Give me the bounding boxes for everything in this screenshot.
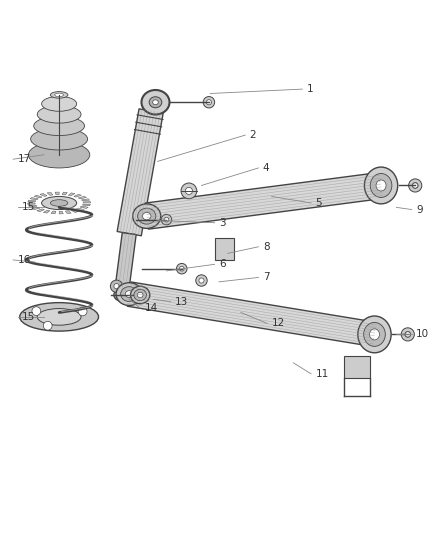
Circle shape: [412, 182, 418, 189]
Text: 7: 7: [263, 272, 269, 282]
Text: 1: 1: [307, 84, 313, 94]
Polygon shape: [65, 211, 71, 214]
Polygon shape: [51, 211, 56, 214]
Polygon shape: [32, 207, 40, 209]
Polygon shape: [59, 211, 63, 214]
Circle shape: [181, 183, 197, 199]
Text: 6: 6: [219, 260, 226, 269]
Text: 15: 15: [22, 312, 35, 322]
Circle shape: [401, 328, 414, 341]
Ellipse shape: [142, 213, 151, 220]
Circle shape: [413, 183, 418, 188]
Polygon shape: [40, 193, 47, 196]
Polygon shape: [28, 203, 35, 205]
Ellipse shape: [370, 174, 392, 197]
Ellipse shape: [125, 290, 133, 297]
Polygon shape: [30, 198, 38, 200]
Polygon shape: [28, 200, 36, 202]
Ellipse shape: [55, 93, 64, 96]
Polygon shape: [28, 205, 37, 207]
Polygon shape: [43, 210, 50, 213]
Polygon shape: [82, 204, 90, 206]
Circle shape: [206, 100, 212, 105]
Ellipse shape: [28, 142, 90, 168]
Text: 14: 14: [145, 303, 158, 313]
Text: 16: 16: [18, 255, 31, 265]
Text: 12: 12: [272, 318, 285, 328]
Ellipse shape: [50, 200, 68, 206]
Text: 13: 13: [175, 296, 188, 306]
Ellipse shape: [137, 292, 143, 297]
Ellipse shape: [37, 106, 81, 123]
Circle shape: [405, 332, 410, 337]
Circle shape: [110, 280, 123, 292]
Ellipse shape: [149, 96, 162, 108]
Ellipse shape: [364, 167, 398, 204]
Ellipse shape: [116, 282, 142, 305]
Circle shape: [32, 306, 41, 316]
Ellipse shape: [370, 329, 379, 340]
Circle shape: [203, 96, 215, 108]
Circle shape: [180, 266, 184, 271]
Circle shape: [199, 278, 204, 283]
Text: 3: 3: [219, 217, 226, 228]
Circle shape: [164, 217, 169, 222]
Circle shape: [405, 332, 411, 337]
Circle shape: [196, 275, 207, 286]
Ellipse shape: [133, 204, 161, 229]
Text: 10: 10: [416, 329, 429, 340]
Circle shape: [185, 188, 192, 195]
Polygon shape: [127, 282, 377, 346]
Ellipse shape: [37, 309, 81, 325]
Polygon shape: [215, 238, 234, 260]
Polygon shape: [117, 109, 163, 236]
Text: 11: 11: [315, 369, 328, 379]
Polygon shape: [115, 233, 136, 292]
Polygon shape: [37, 209, 45, 212]
Ellipse shape: [134, 289, 146, 301]
Circle shape: [78, 307, 87, 316]
Ellipse shape: [34, 116, 85, 135]
Ellipse shape: [114, 289, 130, 301]
Polygon shape: [71, 209, 78, 213]
Circle shape: [409, 179, 422, 192]
FancyBboxPatch shape: [344, 356, 370, 378]
Polygon shape: [62, 192, 67, 195]
Ellipse shape: [131, 286, 150, 304]
Ellipse shape: [50, 92, 68, 98]
Ellipse shape: [20, 303, 99, 331]
Text: 17: 17: [18, 154, 31, 164]
Circle shape: [161, 214, 172, 225]
Text: 8: 8: [263, 242, 269, 252]
Circle shape: [177, 263, 187, 274]
Text: 4: 4: [263, 163, 269, 173]
Polygon shape: [34, 195, 42, 198]
Ellipse shape: [141, 90, 170, 115]
Ellipse shape: [358, 316, 391, 353]
Polygon shape: [68, 193, 75, 196]
Polygon shape: [47, 192, 53, 195]
Ellipse shape: [42, 197, 77, 209]
Circle shape: [43, 321, 52, 330]
Ellipse shape: [153, 100, 158, 104]
Text: 15: 15: [22, 203, 35, 212]
Ellipse shape: [42, 96, 77, 111]
Polygon shape: [80, 206, 88, 208]
Ellipse shape: [376, 180, 386, 191]
Ellipse shape: [120, 287, 138, 302]
Polygon shape: [74, 195, 81, 197]
Ellipse shape: [138, 208, 156, 224]
Ellipse shape: [364, 322, 385, 346]
Polygon shape: [76, 208, 84, 211]
Polygon shape: [145, 173, 383, 229]
Circle shape: [114, 284, 119, 289]
Text: 9: 9: [416, 205, 423, 215]
Polygon shape: [83, 201, 91, 203]
Polygon shape: [81, 199, 90, 201]
Text: 5: 5: [315, 198, 322, 208]
Ellipse shape: [31, 128, 88, 150]
Polygon shape: [78, 196, 86, 199]
Text: 2: 2: [250, 130, 256, 140]
Polygon shape: [55, 192, 59, 195]
